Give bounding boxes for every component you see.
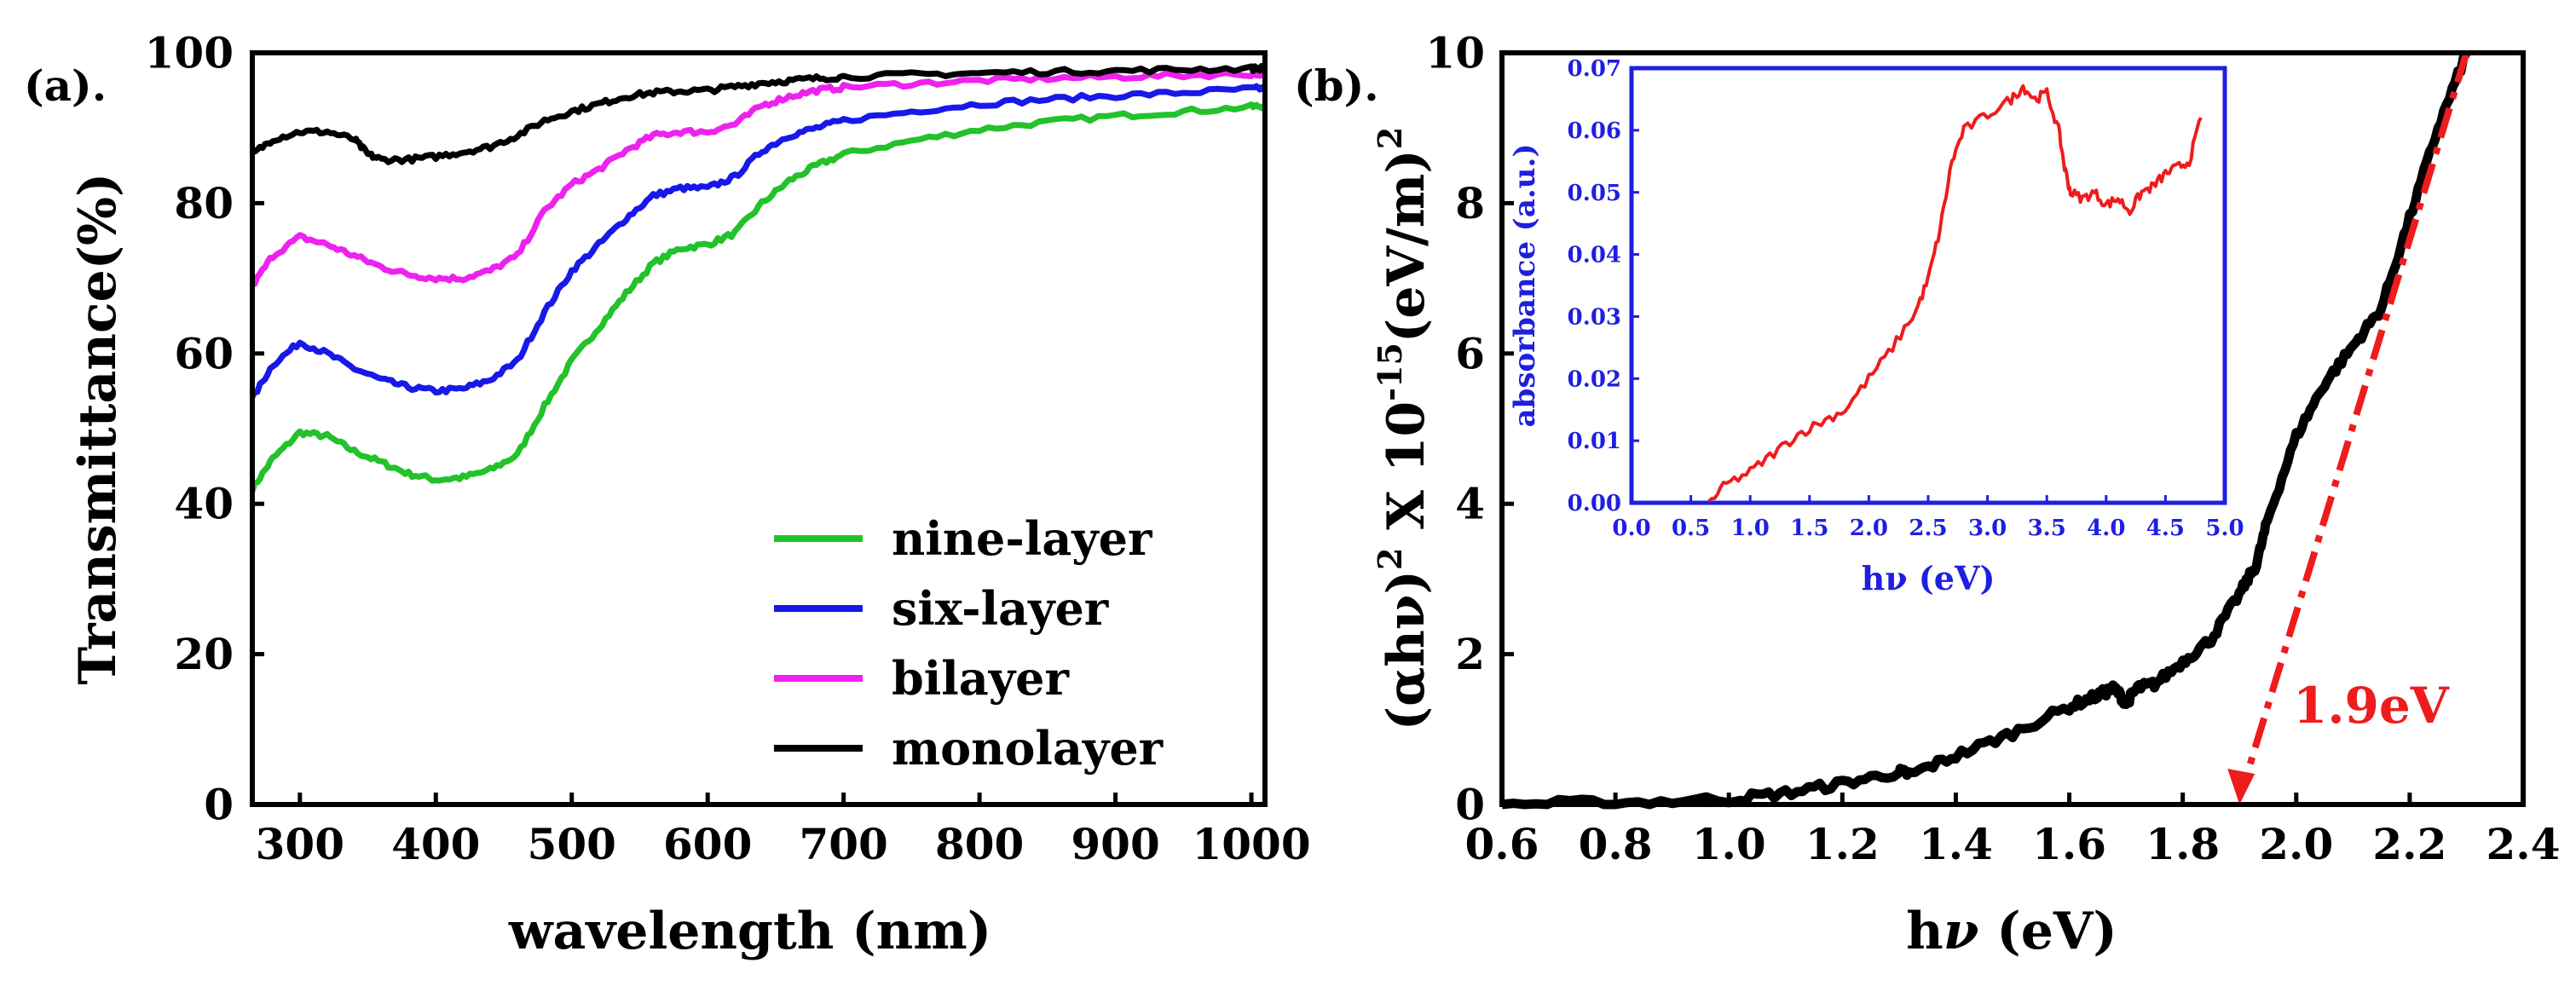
x-tick-label: 1.5 <box>1790 516 1828 541</box>
x-tick-label: 3.5 <box>2028 516 2066 541</box>
panel-b-x-ticks: 0.6 0.8 1.0 1.2 1.4 1.6 1.8 2.0 2.2 2.4 <box>1465 793 2561 869</box>
inset-x-axis-label: hν (eV) <box>1862 559 1996 597</box>
x-tick-label: 1.8 <box>2146 819 2220 869</box>
legend-label-six-layer: six-layer <box>892 581 1109 636</box>
panel-a-label: (a). <box>24 61 107 111</box>
inset-series <box>1707 84 2203 503</box>
y-tick-label: 0.02 <box>1568 366 1621 392</box>
y-tick-label: 2 <box>1455 629 1485 679</box>
x-tick-label: 2.0 <box>2259 819 2333 869</box>
panel-b-series <box>1501 50 2471 810</box>
x-tick-label: 900 <box>1071 819 1159 869</box>
y-tick-label: 0.06 <box>1568 118 1621 144</box>
panel-a: (a). 0 20 40 60 80 100 300 400 500 600 700 800 900 1… <box>24 28 1311 962</box>
x-tick-label: 0.8 <box>1579 819 1653 869</box>
panel-a-x-ticks: 300 400 500 600 700 800 900 1000 <box>256 793 1311 869</box>
absorbance-inset: 0.00 0.01 0.02 0.03 0.04 0.05 0.06 0.07 0.0 0.5 1… <box>1508 56 2244 597</box>
panel-a-y-ticks: 0 20 40 60 80 100 <box>145 28 264 830</box>
x-tick-label: 300 <box>256 819 344 869</box>
y-tick-label: 0.05 <box>1568 181 1621 206</box>
x-label-nu: ν <box>1944 902 1979 961</box>
x-tick-label: 5.0 <box>2205 516 2244 541</box>
inset-frame <box>1629 66 2227 505</box>
y-tick-label: 0.04 <box>1568 243 1621 268</box>
x-tick-label: 700 <box>799 819 887 869</box>
series-line-monolayer <box>251 62 1267 165</box>
y-label-exp-2: 2 <box>1371 548 1409 570</box>
panel-a-x-axis-label: wavelength (nm) <box>508 902 991 961</box>
y-tick-label: 0.01 <box>1568 429 1621 454</box>
y-label-exp-2b: 2 <box>1371 127 1409 149</box>
y-tick-label: 80 <box>174 178 234 228</box>
x-tick-label: 1.4 <box>1919 819 1993 869</box>
y-tick-label: 8 <box>1455 178 1485 228</box>
panel-b-y-axis-label: (αhν)2 X 10-15(eV/m)2 <box>1371 127 1436 731</box>
linear-fit-line <box>2241 51 2470 784</box>
panel-b-x-axis-label: hν (eV) <box>1906 902 2117 961</box>
series-line-six-layer <box>249 83 1267 399</box>
panel-a-axes-frame <box>250 50 1268 807</box>
panel-b-axes-frame <box>1499 50 2526 807</box>
x-tick-label: 4.0 <box>2087 516 2125 541</box>
series-line-absorbance <box>1707 84 2203 503</box>
x-tick-label: 800 <box>935 819 1024 869</box>
y-tick-label: 6 <box>1455 328 1485 378</box>
legend-label-nine-layer: nine-layer <box>892 511 1152 566</box>
x-tick-label: 2.4 <box>2486 819 2561 869</box>
panel-b: (b). 0 2 4 6 8 10 0.6 0.8 1.0 1.2 1.4 1.6 1.8 2.0 2.2… <box>1294 28 2561 962</box>
inset-x-ticks: 0.0 0.5 1.0 1.5 2.0 2.5 3.0 3.5 4.0 4.5 5.0 <box>1612 495 2244 541</box>
series-line-bilayer <box>251 68 1267 287</box>
x-tick-label: 1000 <box>1192 819 1310 869</box>
x-tick-label: 0.0 <box>1612 516 1650 541</box>
x-tick-label: 1.6 <box>2032 819 2106 869</box>
panel-a-y-axis-label: Transmittance(%) <box>68 173 128 685</box>
y-tick-label: 40 <box>174 479 234 529</box>
x-tick-label: 4.5 <box>2146 516 2185 541</box>
x-tick-label: 600 <box>663 819 752 869</box>
x-tick-label: 1.0 <box>1692 819 1766 869</box>
inset-y-axis-label: absorbance (a.u.) <box>1508 144 1542 428</box>
inset-y-ticks: 0.00 0.01 0.02 0.03 0.04 0.05 0.06 0.07 <box>1568 56 1639 516</box>
y-label-part-c: (eV/m) <box>1377 149 1436 343</box>
x-tick-label: 500 <box>528 819 616 869</box>
y-label-part-b: X 10 <box>1377 401 1436 548</box>
y-tick-label: 0.00 <box>1568 491 1621 516</box>
x-tick-label: 1.0 <box>1731 516 1770 541</box>
x-label-h: h <box>1906 902 1944 961</box>
y-tick-label: 0.03 <box>1568 305 1621 331</box>
y-tick-label: 0 <box>204 780 234 830</box>
x-tick-label: 2.0 <box>1850 516 1888 541</box>
y-tick-label: 0.07 <box>1568 56 1621 82</box>
series-line-alpha-hv <box>1501 50 2471 810</box>
x-tick-label: 3.0 <box>1968 516 2007 541</box>
y-tick-label: 100 <box>145 28 234 78</box>
x-label-unit: (eV) <box>1978 902 2117 961</box>
panel-a-series <box>249 62 1268 493</box>
y-label-exp-15: -15 <box>1371 343 1409 401</box>
x-tick-label: 2.5 <box>1909 516 1947 541</box>
fit-arrowhead <box>2227 769 2255 804</box>
panel-b-label: (b). <box>1294 61 1379 111</box>
y-tick-label: 0 <box>1455 780 1485 830</box>
legend-label-bilayer: bilayer <box>892 651 1070 706</box>
x-tick-label: 400 <box>391 819 480 869</box>
x-tick-label: 0.6 <box>1465 819 1539 869</box>
x-tick-label: 0.5 <box>1672 516 1710 541</box>
y-tick-label: 10 <box>1425 28 1485 78</box>
legend-label-monolayer: monolayer <box>892 721 1164 776</box>
x-tick-label: 2.2 <box>2372 819 2446 869</box>
x-tick-label: 1.2 <box>1805 819 1880 869</box>
series-line-nine-layer <box>249 101 1268 493</box>
panel-a-legend: nine-layer six-layer bilayer monolayer <box>774 511 1164 776</box>
y-tick-label: 60 <box>174 328 234 378</box>
bandgap-annotation: 1.9eV <box>2293 677 2450 735</box>
y-tick-label: 20 <box>174 629 234 679</box>
y-label-part-a: (αhν) <box>1377 570 1436 730</box>
y-tick-label: 4 <box>1455 479 1485 529</box>
